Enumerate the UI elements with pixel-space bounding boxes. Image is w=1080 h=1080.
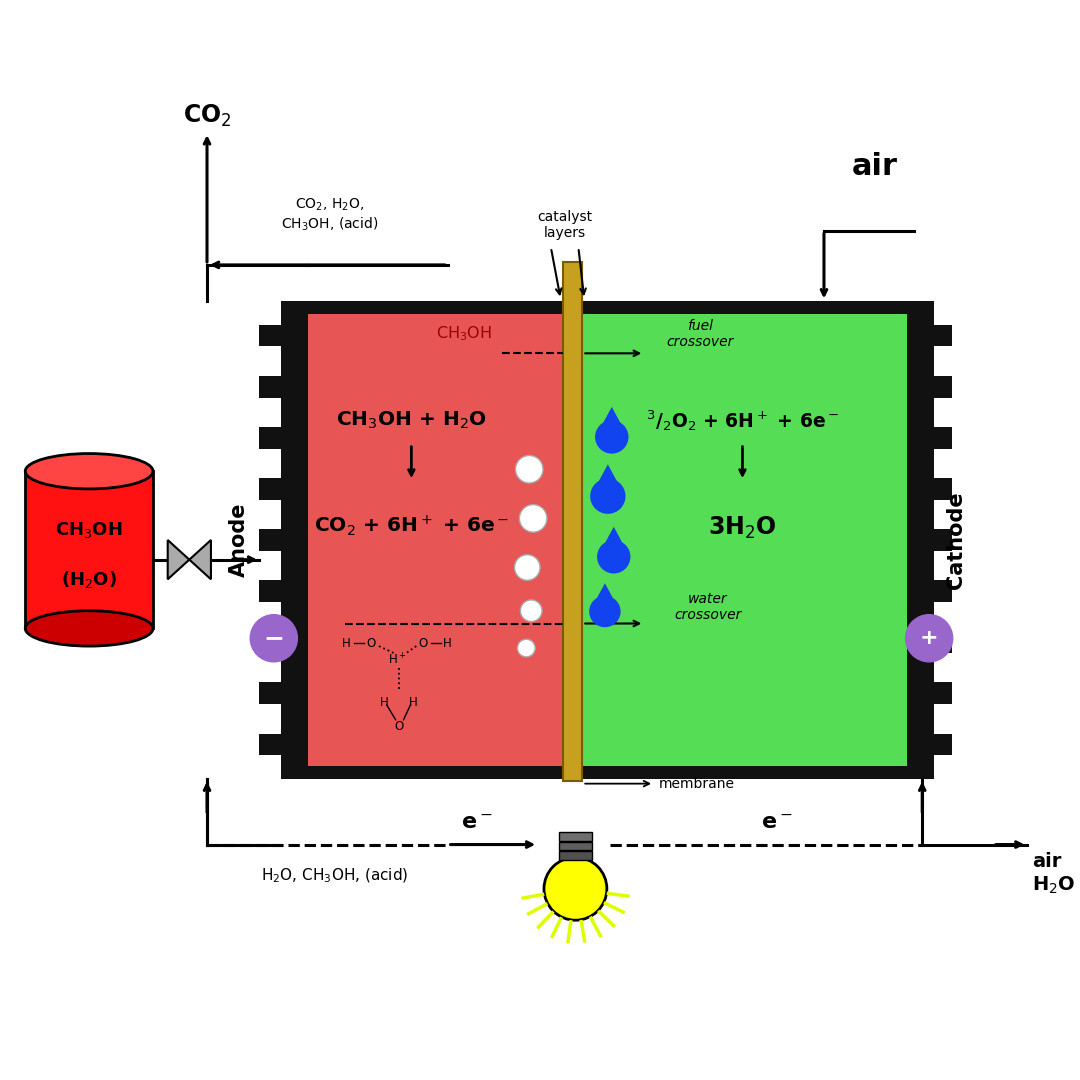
Bar: [259, 580, 285, 602]
Text: H: H: [443, 636, 453, 650]
Bar: [259, 376, 285, 397]
Text: air: air: [852, 152, 899, 181]
Circle shape: [905, 615, 953, 662]
Text: Anode: Anode: [229, 503, 248, 577]
Text: $^3$/$_2$O$_2$ + 6H$^+$ + 6e$^-$: $^3$/$_2$O$_2$ + 6H$^+$ + 6e$^-$: [646, 408, 839, 433]
Text: Cathode: Cathode: [946, 491, 966, 589]
Bar: [930, 478, 951, 500]
Bar: [558, 832, 592, 840]
Text: CH$_3$OH: CH$_3$OH: [55, 521, 123, 540]
Polygon shape: [602, 527, 625, 549]
Bar: [930, 683, 951, 704]
Bar: [259, 632, 285, 653]
Bar: [930, 733, 951, 755]
Text: 3H$_2$O: 3H$_2$O: [708, 515, 777, 541]
Text: H: H: [342, 636, 351, 650]
Circle shape: [251, 615, 297, 662]
Bar: [281, 301, 934, 314]
Text: CO$_2$: CO$_2$: [183, 103, 231, 129]
Bar: [930, 376, 951, 397]
Bar: [930, 632, 951, 653]
Bar: [906, 314, 934, 766]
Bar: [259, 427, 285, 448]
Text: catalyst
layers: catalyst layers: [537, 211, 592, 241]
Text: −: −: [264, 626, 284, 650]
Bar: [930, 325, 951, 347]
Ellipse shape: [25, 610, 153, 646]
Circle shape: [519, 504, 546, 532]
Text: CO$_2$ + 6H$^+$ + 6e$^-$: CO$_2$ + 6H$^+$ + 6e$^-$: [314, 513, 509, 538]
Text: H: H: [379, 696, 388, 708]
Text: CH$_3$OH: CH$_3$OH: [436, 324, 492, 343]
Polygon shape: [595, 464, 620, 487]
Text: O: O: [366, 636, 376, 650]
Bar: [259, 478, 285, 500]
Circle shape: [544, 858, 607, 920]
Text: water
crossover: water crossover: [674, 592, 742, 622]
Bar: [281, 314, 308, 766]
Circle shape: [590, 478, 625, 514]
Text: H$_2$O, CH$_3$OH, (acid): H$_2$O, CH$_3$OH, (acid): [261, 866, 408, 885]
Polygon shape: [600, 407, 623, 429]
Text: +: +: [920, 629, 939, 648]
Text: O: O: [419, 636, 428, 650]
Circle shape: [517, 639, 536, 657]
Polygon shape: [167, 540, 211, 579]
Bar: [25, 471, 153, 629]
Circle shape: [515, 456, 543, 483]
Bar: [259, 733, 285, 755]
Text: e$^-$: e$^-$: [761, 813, 793, 833]
Bar: [930, 580, 951, 602]
Text: H$^+$: H$^+$: [389, 652, 407, 667]
Bar: [930, 529, 951, 551]
Text: CH$_3$OH + H$_2$O: CH$_3$OH + H$_2$O: [336, 409, 487, 431]
Text: e$^-$: e$^-$: [461, 813, 492, 833]
Text: membrane: membrane: [659, 777, 734, 791]
Bar: [259, 529, 285, 551]
Text: O: O: [394, 720, 403, 733]
Bar: [308, 314, 572, 766]
Bar: [930, 427, 951, 448]
Circle shape: [521, 599, 542, 622]
Bar: [558, 841, 592, 850]
Polygon shape: [594, 583, 616, 604]
Circle shape: [514, 555, 540, 580]
Text: (H$_2$O): (H$_2$O): [62, 569, 117, 590]
Bar: [558, 851, 592, 861]
Circle shape: [595, 420, 629, 454]
Text: air
H$_2$O: air H$_2$O: [1032, 852, 1076, 896]
Bar: [563, 262, 582, 781]
Text: H: H: [409, 696, 418, 708]
Bar: [572, 314, 906, 766]
Text: CO$_2$, H$_2$O,
CH$_3$OH, (acid): CO$_2$, H$_2$O, CH$_3$OH, (acid): [281, 197, 378, 233]
Bar: [281, 766, 934, 779]
Text: fuel
crossover: fuel crossover: [666, 319, 734, 349]
Ellipse shape: [25, 454, 153, 489]
Bar: [259, 325, 285, 347]
Circle shape: [597, 540, 631, 573]
Bar: [259, 683, 285, 704]
Circle shape: [590, 596, 621, 627]
